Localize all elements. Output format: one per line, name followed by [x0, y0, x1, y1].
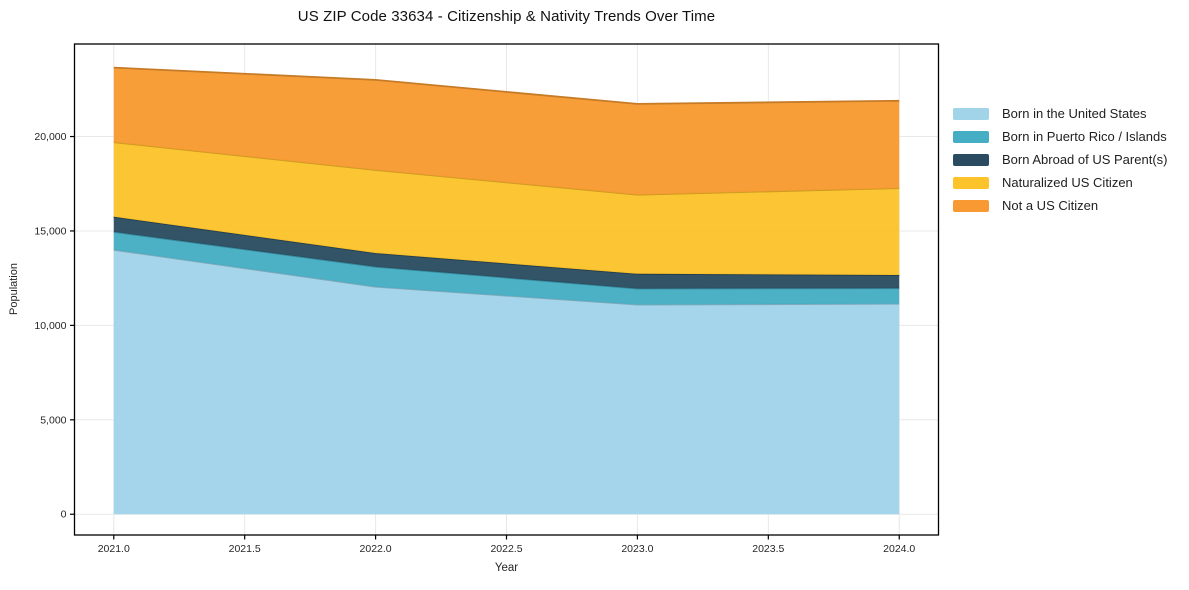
area-series-1 [113, 231, 900, 305]
y-tick-label: 15,000 [34, 225, 66, 237]
area-series-0 [113, 249, 900, 515]
legend-swatch-icon [953, 130, 989, 143]
chart-title: US ZIP Code 33634 - Citizenship & Nativi… [297, 8, 716, 25]
legend-swatch-icon [953, 107, 989, 120]
x-tick-label: 2021.0 [98, 543, 130, 555]
area-edge-series-4 [113, 66, 900, 105]
x-tick-label: 2023.0 [621, 543, 653, 555]
x-tick-label: 2023.5 [752, 543, 784, 555]
area-series-4 [113, 67, 900, 195]
y-tick-label: 20,000 [34, 131, 66, 143]
x-tick-label: 2022.5 [490, 543, 522, 555]
area-series-2 [113, 216, 900, 289]
legend-label: Not a US Citizen [1002, 198, 1099, 213]
legend-label: Naturalized US Citizen [1002, 175, 1133, 190]
legend-label: Born in the United States [1002, 106, 1147, 121]
legend-item: Not a US Citizen [953, 194, 1167, 217]
y-tick-label: 0 [61, 509, 67, 521]
y-axis-label: Population [8, 263, 20, 315]
legend-item: Born in the United States [953, 102, 1167, 125]
legend-swatch-icon [953, 199, 989, 212]
area-series-3 [113, 142, 900, 275]
legend-label: Born in Puerto Rico / Islands [1002, 129, 1167, 144]
legend: Born in the United States Born in Puerto… [953, 102, 1167, 217]
legend-item: Born in Puerto Rico / Islands [953, 125, 1167, 148]
legend-swatch-icon [953, 176, 989, 189]
y-tick-label: 10,000 [34, 320, 66, 332]
x-tick-label: 2022.0 [360, 543, 392, 555]
x-tick-label: 2024.0 [883, 543, 915, 555]
legend-item: Naturalized US Citizen [953, 171, 1167, 194]
legend-item: Born Abroad of US Parent(s) [953, 148, 1167, 171]
y-tick-label: 5,000 [40, 414, 66, 426]
x-tick-label: 2021.5 [229, 543, 261, 555]
legend-swatch-icon [953, 153, 989, 166]
x-axis-label: Year [494, 562, 519, 574]
legend-label: Born Abroad of US Parent(s) [1002, 152, 1168, 167]
